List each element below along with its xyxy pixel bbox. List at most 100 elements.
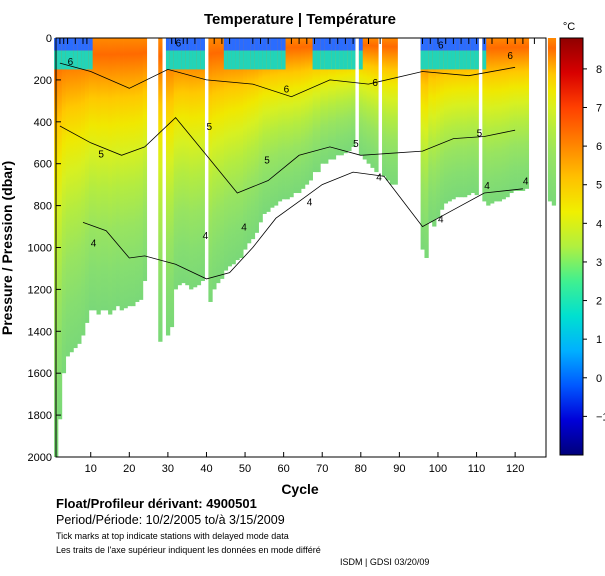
colorbar-tick-label: 5 [596,180,602,192]
profile-column [331,38,337,160]
cold-surface-cell [343,38,348,51]
transition-cell [424,50,429,70]
profile-column [501,38,506,200]
profile-column [459,38,464,198]
cold-surface-cell [443,38,449,51]
profile-column [196,38,202,286]
delayed-mode-ticks [59,38,535,44]
cold-surface-cell [65,38,70,51]
profile-column [200,38,205,282]
cold-surface-cell [192,38,198,51]
cold-surface-cell [177,38,182,51]
transition-cell [347,50,352,70]
transition-cell [200,50,205,70]
profile-column [131,38,136,307]
colorbar-tick-label: 0 [596,373,602,385]
profile-column [351,38,356,147]
note-english: Tick marks at top indicate stations with… [56,531,289,541]
transition-cell [185,50,190,70]
profile-column [235,38,240,261]
profile-column [258,38,263,223]
cold-surface-cell [243,38,248,51]
profile-column [219,38,225,279]
contour-label: 6 [176,38,182,49]
contour-4 [82,171,523,280]
profile-column [370,38,375,168]
transition-cell [239,50,244,70]
transition-cell [177,50,182,70]
transition-cell [277,50,283,70]
cold-surface-cell [239,38,244,51]
contour-label: 4 [376,173,382,184]
profile-column [513,38,518,191]
note-french: Les traits de l'axe supérieur indiquent … [56,545,321,555]
transition-cell [223,50,229,70]
cold-surface-cell [466,38,472,51]
transition-cell [243,50,248,70]
profile-column [316,38,321,173]
transition-cell [235,50,240,70]
transition-cell [432,50,437,70]
x-tick-label: 60 [278,463,290,475]
transition-cell [312,50,317,70]
transition-cell [181,50,186,70]
profile-column [142,38,148,282]
x-tick-label: 20 [123,463,135,475]
colorbar-tick-label: −1 [596,411,605,423]
profile-column [324,38,329,164]
profile-column [96,38,101,315]
profile-column [277,38,283,202]
profile-column [366,38,371,164]
profile-column [312,38,317,173]
cold-surface-cell [246,38,252,51]
transition-cell [459,50,464,70]
colorbar-tick-label: 6 [596,141,602,153]
y-tick-label: 0 [46,33,52,45]
cold-surface-cell [84,38,90,51]
profile-column [158,38,163,342]
colorbar-tick-label: 8 [596,64,602,76]
profile-column [289,38,294,198]
transition-cell [254,50,259,70]
transition-cell [169,50,175,70]
cold-surface-cell [196,38,202,51]
profile-column [490,38,495,204]
y-tick-label: 1400 [28,326,52,338]
profile-column [293,38,298,194]
profile-column [451,38,456,200]
transition-cell [316,50,321,70]
profile-column [358,38,364,156]
profile-column [470,38,476,194]
y-tick-label: 200 [34,75,52,87]
profile-column [328,38,333,160]
transition-cell [61,50,67,70]
cold-surface-cell [339,38,344,51]
transition-cell [339,50,344,70]
transition-cell [482,50,487,70]
cold-surface-cell [451,38,456,51]
contour-label: 6 [507,51,513,62]
profile-column [104,38,109,311]
cold-surface-cell [73,38,78,51]
y-tick-label: 600 [34,159,52,171]
profile-column [189,38,194,290]
profile-column [108,38,113,315]
contour-label: 6 [372,78,378,89]
transition-cell [69,50,74,70]
cold-surface-cell [231,38,236,51]
profile-column [497,38,503,202]
contour-label: 6 [284,85,290,96]
profile-column [138,38,144,300]
cold-surface-cell [324,38,329,51]
profile-column [509,38,514,194]
transition-cell [57,50,63,70]
transition-cell [470,50,476,70]
profile-column [266,38,271,212]
cold-surface-cell [254,38,259,51]
transition-cell [320,50,325,70]
x-tick-label: 110 [468,463,486,475]
cold-surface-cell [266,38,271,51]
profile-column [73,38,78,349]
x-tick-label: 40 [200,463,212,475]
y-tick-label: 1800 [28,410,52,422]
